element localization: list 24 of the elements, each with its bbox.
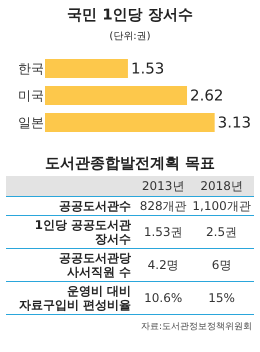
text: 6명: [212, 258, 232, 272]
text: 1.53권: [144, 225, 183, 239]
category-label: 2018년: [189, 176, 254, 196]
category-label: 1인당 공공도서관 장서수: [34, 218, 132, 246]
text: 1,100개관: [192, 199, 251, 213]
text: 828개관: [140, 199, 187, 213]
y-tick-label: 일본: [18, 116, 44, 132]
category-label: 공공도서관당 사서직원 수: [59, 251, 132, 279]
chart-subtitle: (단위:권): [109, 31, 151, 42]
text: 도서관종합발전계획 목표: [44, 153, 216, 174]
data-label: 3.13: [218, 114, 252, 132]
category-label: 공공도서관수: [59, 199, 132, 213]
text: 10.6%: [144, 291, 182, 305]
text: 자료:도서관정보정책위원회: [140, 321, 252, 333]
text: 4.2명: [148, 258, 179, 272]
y-tick-label: 미국: [18, 89, 44, 104]
text: 2.5권: [206, 225, 238, 239]
category-label: 2013년: [137, 176, 190, 196]
category-label: 운영비 대비 자료구입비 편성비율: [18, 284, 132, 312]
data-label: 1.53: [130, 60, 164, 78]
data-label: 2.62: [190, 86, 224, 104]
text: 15%: [208, 291, 235, 305]
chart-title: 국민 1인당 장서수: [67, 6, 193, 24]
y-tick-label: 한국: [18, 62, 44, 78]
